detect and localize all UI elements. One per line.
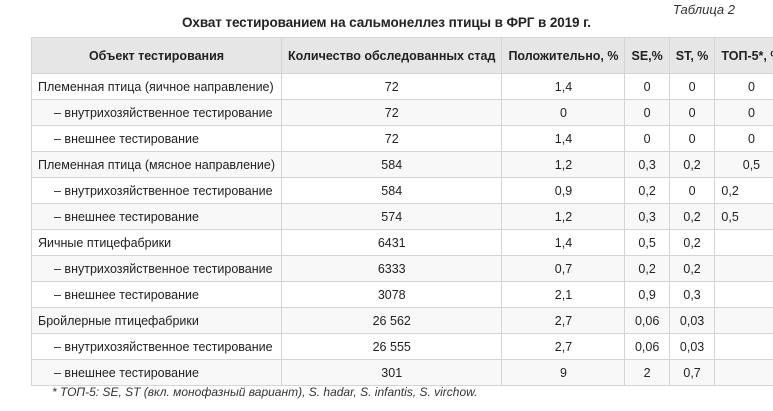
cell-se: 0	[624, 73, 670, 100]
cell-top5	[714, 281, 773, 308]
cell-herds: 72	[281, 73, 503, 100]
table-row: Яичные птицефабрики 6431 1,4 0,5 0,2	[30, 229, 773, 256]
cell-positive: 1,4	[501, 73, 626, 100]
cell-object: – внутрихозяйственное тестирование	[30, 177, 283, 204]
cell-top5	[714, 229, 773, 256]
table-row: Бройлерные птицефабрики 26 562 2,7 0,06 …	[30, 307, 773, 334]
cell-se: 0,3	[624, 203, 670, 230]
cell-st: 0,7	[668, 359, 716, 386]
cell-top5	[714, 307, 773, 334]
table-title: Охват тестированием на сальмонеллез птиц…	[182, 15, 591, 30]
cell-positive: 0	[501, 99, 626, 126]
cell-object: Племенная птица (мясное направление)	[30, 151, 283, 178]
cell-herds: 6333	[281, 255, 503, 282]
cell-st: 0,2	[668, 203, 716, 230]
table-row: – внутрихозяйственное тестирование 72 0 …	[30, 99, 773, 126]
cell-object: Бройлерные птицефабрики	[30, 307, 283, 334]
cell-top5: 0,5	[714, 203, 773, 230]
cell-se: 0,2	[624, 255, 670, 282]
cell-st: 0	[668, 99, 716, 126]
cell-herds: 6431	[281, 229, 503, 256]
cell-st: 0	[668, 73, 716, 100]
cell-se: 0,06	[624, 307, 670, 334]
cell-object: Яичные птицефабрики	[30, 229, 283, 256]
table-row: – внешнее тестирование 3078 2,1 0,9 0,3	[30, 281, 773, 308]
table-row: Племенная птица (мясное направление) 584…	[30, 151, 773, 178]
cell-herds: 26 555	[281, 333, 503, 360]
salmonella-testing-table: Объект тестирования Количество обследова…	[30, 37, 773, 386]
cell-positive: 1,2	[501, 203, 626, 230]
cell-positive: 2,1	[501, 281, 626, 308]
cell-st: 0,03	[668, 307, 716, 334]
table-row: – внутрихозяйственное тестирование 26 55…	[30, 333, 773, 360]
cell-positive: 2,7	[501, 307, 626, 334]
table-row: – внутрихозяйственное тестирование 584 0…	[30, 177, 773, 204]
cell-herds: 26 562	[281, 307, 503, 334]
cell-top5: 0,5	[714, 151, 773, 178]
cell-se: 0,5	[624, 229, 670, 256]
cell-herds: 3078	[281, 281, 503, 308]
cell-st: 0,03	[668, 333, 716, 360]
cell-top5: 0	[714, 73, 773, 100]
cell-se: 0,9	[624, 281, 670, 308]
cell-herds: 584	[281, 151, 503, 178]
cell-object: – внутрихозяйственное тестирование	[30, 333, 283, 360]
cell-se: 0,2	[624, 177, 670, 204]
header-positive-percent: Положительно, %	[501, 37, 626, 74]
cell-st: 0,2	[668, 255, 716, 282]
cell-se: 0	[624, 99, 670, 126]
cell-object: – внутрихозяйственное тестирование	[30, 99, 283, 126]
cell-se: 0,3	[624, 151, 670, 178]
cell-herds: 301	[281, 359, 503, 386]
header-st-percent: ST, %	[668, 37, 716, 74]
cell-se: 2	[624, 359, 670, 386]
cell-top5: 0	[714, 99, 773, 126]
cell-st: 0,2	[668, 151, 716, 178]
cell-positive: 1,4	[501, 229, 626, 256]
cell-object: – внутрихозяйственное тестирование	[30, 255, 283, 282]
header-se-percent: SE,%	[624, 37, 670, 74]
cell-positive: 2,7	[501, 333, 626, 360]
table-footnote: * ТОП-5: SE, ST (вкл. монофазный вариант…	[52, 385, 478, 399]
cell-herds: 72	[281, 125, 503, 152]
cell-positive: 9	[501, 359, 626, 386]
cell-top5	[714, 255, 773, 282]
cell-se: 0,06	[624, 333, 670, 360]
cell-object: – внешнее тестирование	[30, 125, 283, 152]
table-header-row: Объект тестирования Количество обследова…	[30, 37, 773, 74]
cell-top5	[714, 333, 773, 360]
cell-top5	[714, 359, 773, 386]
cell-st: 0,2	[668, 229, 716, 256]
table-row: – внешнее тестирование 574 1,2 0,3 0,2 0…	[30, 203, 773, 230]
cell-top5: 0	[714, 125, 773, 152]
cell-st: 0,3	[668, 281, 716, 308]
cell-positive: 1,4	[501, 125, 626, 152]
cell-object: – внешнее тестирование	[30, 281, 283, 308]
cell-top5: 0,2	[714, 177, 773, 204]
table-row: – внешнее тестирование 301 9 2 0,7	[30, 359, 773, 386]
table-number-label: Таблица 2	[672, 2, 735, 17]
cell-object: Племенная птица (яичное направление)	[30, 73, 283, 100]
header-top5-percent: ТОП-5*, %	[714, 37, 773, 74]
cell-object: – внешнее тестирование	[30, 203, 283, 230]
cell-st: 0	[668, 177, 716, 204]
cell-st: 0	[668, 125, 716, 152]
cell-object: – внешнее тестирование	[30, 359, 283, 386]
table-row: – внутрихозяйственное тестирование 6333 …	[30, 255, 773, 282]
header-herds-count: Количество обследованных стад	[281, 37, 503, 74]
header-object: Объект тестирования	[30, 37, 283, 74]
cell-herds: 72	[281, 99, 503, 126]
cell-positive: 0,9	[501, 177, 626, 204]
cell-se: 0	[624, 125, 670, 152]
cell-positive: 1,2	[501, 151, 626, 178]
table-row: – внешнее тестирование 72 1,4 0 0 0	[30, 125, 773, 152]
cell-positive: 0,7	[501, 255, 626, 282]
cell-herds: 574	[281, 203, 503, 230]
cell-herds: 584	[281, 177, 503, 204]
table-row: Племенная птица (яичное направление) 72 …	[30, 73, 773, 100]
